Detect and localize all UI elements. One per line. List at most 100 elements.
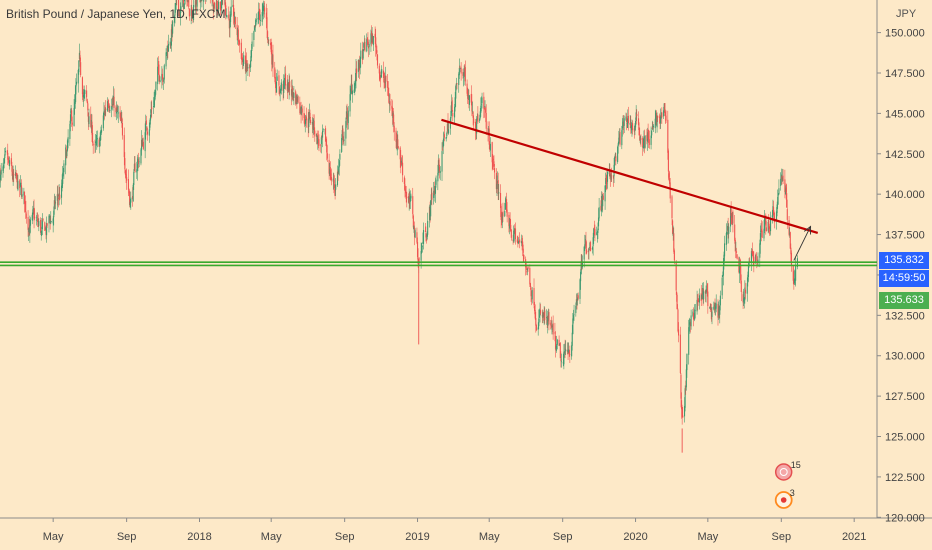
candle-up <box>283 80 285 93</box>
candle-up <box>73 107 75 127</box>
candle-down <box>790 252 793 266</box>
candle-down <box>342 136 345 143</box>
candle-up <box>165 52 167 67</box>
candle-up <box>618 137 620 144</box>
candle-up <box>104 109 106 116</box>
candle-down <box>659 115 661 124</box>
candle-up <box>234 16 236 23</box>
candle-down <box>665 115 667 121</box>
candle-down <box>158 64 160 75</box>
candle-down <box>501 218 503 222</box>
candle-up <box>571 345 573 357</box>
candle-up <box>103 111 105 116</box>
candle-down <box>378 65 380 74</box>
candle-down <box>267 31 269 40</box>
candle-down <box>246 64 248 70</box>
candle-up <box>3 158 5 164</box>
candle-down <box>506 209 508 217</box>
candle-up <box>167 43 169 52</box>
candle-up <box>450 111 452 119</box>
candle-down <box>636 113 638 117</box>
candle-up <box>489 143 491 151</box>
candle-down <box>387 81 389 89</box>
candle-up <box>422 230 425 244</box>
calendar-event-icon[interactable]: 15 <box>774 460 801 481</box>
candle-up <box>262 9 264 11</box>
candle-up <box>598 207 600 219</box>
resistance-trendline[interactable] <box>441 118 819 234</box>
candle-down <box>399 147 401 160</box>
candle-up <box>592 237 594 246</box>
candle-up <box>380 74 382 78</box>
y-tick-label: 125.000 <box>885 432 925 444</box>
candle-down <box>86 99 88 103</box>
candle-down <box>485 112 487 129</box>
candle-down <box>753 256 755 264</box>
candle-up <box>371 35 373 43</box>
candle-down <box>212 2 214 10</box>
candle-up <box>498 192 500 194</box>
candle-up <box>539 309 541 316</box>
candle-up <box>4 154 6 158</box>
candle-up <box>190 8 192 16</box>
candle-up <box>608 170 610 175</box>
candle-down <box>86 90 88 98</box>
candle-down <box>611 175 613 177</box>
candle-up <box>780 178 782 186</box>
candle-down <box>477 114 479 122</box>
candle-down <box>217 6 219 9</box>
candle-up <box>232 4 234 7</box>
candle-down <box>404 184 406 190</box>
candle-up <box>320 137 322 145</box>
candle-down <box>342 128 344 137</box>
candle-up <box>58 193 60 198</box>
candle-down <box>167 47 169 52</box>
candle-down <box>307 118 309 128</box>
candle-up <box>706 289 708 291</box>
candle-down <box>788 220 790 235</box>
candle-down <box>647 129 649 139</box>
projection-arrow[interactable] <box>793 226 811 261</box>
candle-down <box>531 298 533 300</box>
candle-down <box>517 240 519 244</box>
candle-down <box>677 309 679 332</box>
candle-down <box>559 342 561 359</box>
candle-up <box>347 110 349 124</box>
candle-up <box>138 161 140 163</box>
candle-up <box>283 78 285 80</box>
candle-down <box>405 194 407 199</box>
candle-down <box>92 143 94 146</box>
candle-up <box>471 111 474 113</box>
x-tick-label: 2020 <box>623 531 647 543</box>
candle-down <box>151 107 153 110</box>
candle-down <box>367 39 369 45</box>
candle-down <box>108 103 110 108</box>
candle-down <box>98 139 100 147</box>
candle-up <box>384 76 386 84</box>
candle-down <box>33 209 35 219</box>
candle-up <box>360 50 362 59</box>
candle-up <box>66 151 68 157</box>
candle-down <box>535 325 537 331</box>
candle-up <box>410 195 412 199</box>
candle-up <box>52 218 54 224</box>
x-tick-label: Sep <box>335 531 355 543</box>
candle-up <box>295 96 297 105</box>
candle-up <box>247 67 249 69</box>
candle-up <box>738 265 741 274</box>
candle-up <box>61 182 63 186</box>
dividend-event-icon[interactable]: 3 <box>774 488 795 509</box>
candle-down <box>456 83 458 84</box>
candle-down <box>372 36 374 44</box>
candle-down <box>749 260 751 262</box>
candle-up <box>69 114 72 124</box>
candle-up <box>324 129 326 130</box>
candle-up <box>396 138 398 151</box>
candle-up <box>78 52 80 59</box>
candle-up <box>694 309 696 311</box>
candle-up <box>604 185 606 202</box>
y-tick-label: 120.000 <box>885 512 925 524</box>
candle-up <box>46 223 48 236</box>
candle-down <box>111 104 113 107</box>
